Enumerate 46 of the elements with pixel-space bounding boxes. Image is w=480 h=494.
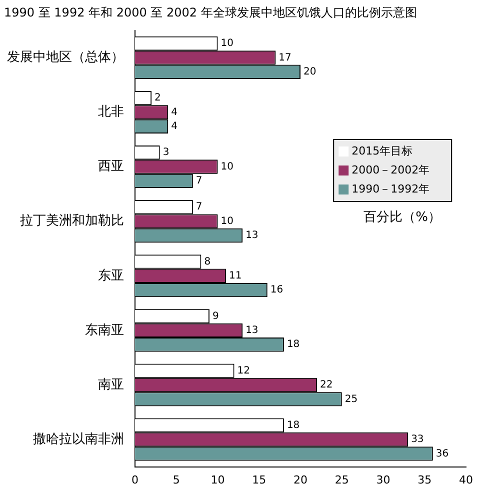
data-label: 10 — [220, 161, 234, 172]
y-tick-label: 发展中地区（总体） — [7, 50, 124, 66]
x-axis-title: 百分比（%） — [364, 210, 441, 225]
data-label: 22 — [320, 380, 333, 391]
legend-label: 2000－2002年 — [352, 163, 430, 176]
data-label: 16 — [270, 284, 284, 296]
legend-label: 2015年目标 — [352, 144, 413, 158]
data-label: 17 — [278, 52, 292, 64]
data-label: 10 — [220, 38, 234, 50]
y-tick-label: 拉丁美洲和加勒比 — [20, 212, 124, 229]
data-label: 12 — [237, 365, 250, 376]
y-tick-label: 东亚 — [98, 268, 124, 284]
data-label: 10 — [220, 216, 234, 227]
data-label: 4 — [171, 121, 178, 132]
data-label: 4 — [171, 106, 178, 118]
data-label: 18 — [286, 339, 300, 350]
data-label: 13 — [246, 325, 258, 336]
data-label: 36 — [436, 448, 449, 460]
x-tick-label: 10 — [210, 473, 225, 486]
x-tick-label: 25 — [334, 473, 349, 486]
legend-label: 1990－1992年 — [352, 182, 430, 196]
data-label: 9 — [212, 310, 219, 322]
data-label: 13 — [246, 230, 258, 242]
x-tick-label: 15 — [252, 473, 266, 486]
x-tick-label: 30 — [376, 473, 390, 486]
chart-title: 1990 至 1992 年和 2000 至 2002 年全球发展中地区饥饿人口的比例示意图 — [4, 5, 417, 20]
data-label: 20 — [304, 66, 316, 78]
y-tick-label: 撒哈拉以南非洲 — [33, 432, 124, 447]
data-label: 2 — [154, 92, 161, 104]
data-label: 11 — [229, 270, 242, 282]
y-tick-label: 北非 — [98, 104, 124, 120]
data-label: 18 — [286, 420, 300, 431]
x-tick-label: 20 — [294, 473, 308, 486]
data-label: 25 — [344, 394, 358, 405]
data-label: 3 — [162, 147, 170, 158]
x-tick-label: 0 — [132, 473, 138, 486]
data-label: 7 — [196, 176, 202, 187]
data-label: 7 — [196, 202, 202, 213]
x-tick-label: 5 — [172, 473, 180, 486]
y-tick-label: 东南亚 — [85, 322, 124, 338]
x-tick-label: 40 — [459, 473, 473, 486]
data-label: 8 — [204, 256, 211, 268]
data-label: 33 — [411, 434, 424, 446]
y-tick-label: 西亚 — [98, 159, 124, 174]
x-tick-label: 35 — [418, 473, 432, 486]
y-tick-label: 南亚 — [98, 377, 124, 392]
